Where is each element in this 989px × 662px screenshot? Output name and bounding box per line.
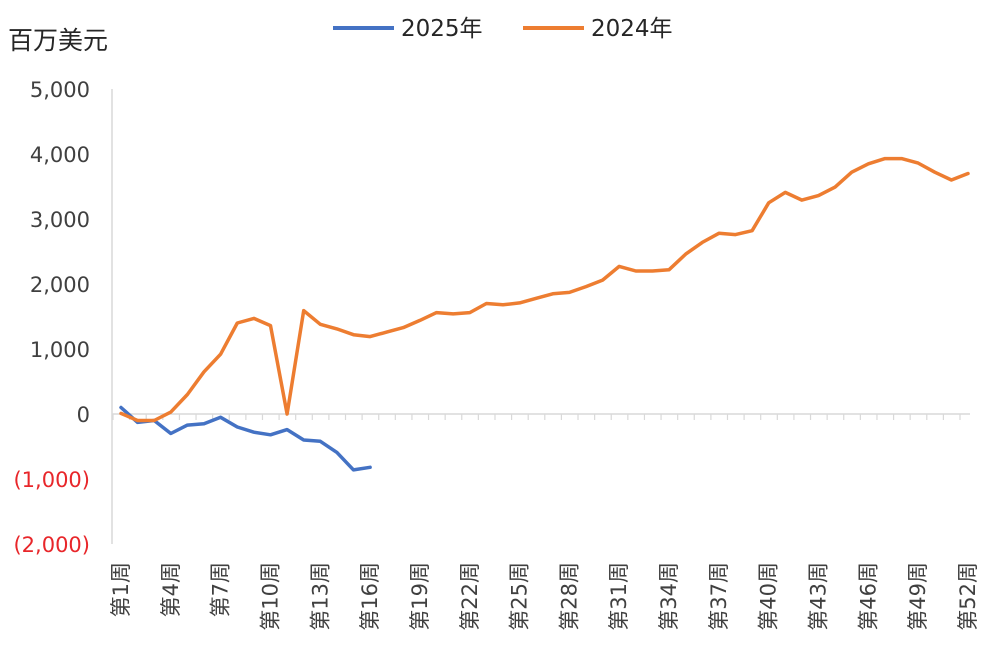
y-tick-label: 5,000 xyxy=(30,78,90,102)
series-line-2025 xyxy=(119,405,372,472)
y-tick-label: 0 xyxy=(77,403,90,427)
x-tick-label: 第4周 xyxy=(159,562,183,617)
y-tick-label: (1,000) xyxy=(13,468,90,492)
x-tick-label: 第1周 xyxy=(109,562,133,617)
x-tick-label: 第22周 xyxy=(458,562,482,631)
y-tick-label: 1,000 xyxy=(30,338,90,362)
legend: 2025年 2024年 xyxy=(333,16,673,42)
y-tick-label: 2,000 xyxy=(30,273,90,297)
x-tick-label: 第28周 xyxy=(557,562,581,631)
legend-label-2025: 2025年 xyxy=(401,16,483,42)
x-tick-label: 第46周 xyxy=(856,562,880,631)
legend-label-2024: 2024年 xyxy=(591,16,673,42)
x-tick-label: 第16周 xyxy=(358,562,382,631)
x-tick-label: 第19周 xyxy=(408,562,432,631)
x-tick-label: 第13周 xyxy=(308,562,332,631)
x-tick-label: 第7周 xyxy=(209,562,233,617)
y-axis: 5,000 4,000 3,000 2,000 1,000 0 (1,000) (2,000) xyxy=(13,78,90,557)
x-tick-label: 第43周 xyxy=(807,562,831,631)
x-tick-label: 第31周 xyxy=(607,562,631,631)
y-tick-label: 3,000 xyxy=(30,208,90,232)
x-tick-label: 第10周 xyxy=(258,562,282,631)
x-tick-label: 第40周 xyxy=(757,562,781,631)
x-tick-label: 第34周 xyxy=(657,562,681,631)
x-tick-label: 第52周 xyxy=(956,562,980,631)
x-axis: 第1周 第4周 第7周 第10周 第13周 第16周 第19周 第22周 第25周 第28周 第31… xyxy=(109,413,980,631)
x-tick-label: 第37周 xyxy=(707,562,731,631)
series-line-2024 xyxy=(119,156,970,423)
y-tick-label: 4,000 xyxy=(30,143,90,167)
y-axis-unit-label: 百万美元 xyxy=(8,26,108,55)
x-tick-label: 第25周 xyxy=(508,562,532,631)
series-layer xyxy=(119,156,970,472)
y-tick-label: (2,000) xyxy=(13,533,90,557)
x-tick-label: 第49周 xyxy=(906,562,930,631)
